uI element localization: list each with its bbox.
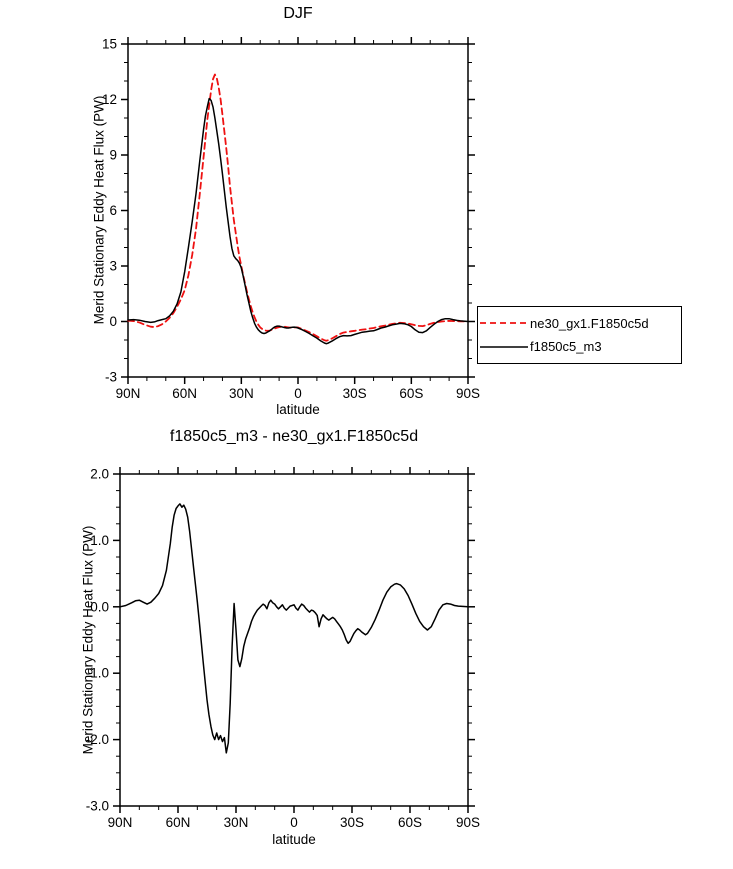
top-chart-y-axis-label: Merid Stationary Eddy Heat Flux (PW) <box>91 95 107 325</box>
series-line-f1850c5_m3---ne30_gx1.F1850c5d <box>119 503 469 754</box>
legend-entry-f1850: f1850c5_m3 <box>478 339 681 354</box>
y-tick-label: 3 <box>109 259 117 274</box>
y-tick-label: 9 <box>109 148 117 163</box>
y-tick-label: 6 <box>109 203 117 218</box>
chart-top: 90N 60N 30N 0 30S 60S 90S -3 0 3 6 9 12 15 <box>102 37 480 402</box>
y-tick-label: -3 <box>105 370 117 385</box>
x-tick-label: 60N <box>166 815 191 830</box>
x-tick-label: 30S <box>343 386 367 401</box>
x-tick-label: 60S <box>399 386 423 401</box>
bottom-chart-title: f1850c5_m3 - ne30_gx1.F1850c5d <box>169 428 419 445</box>
solid-line-sample-icon <box>480 346 528 348</box>
series-line-ne30_gx1.F1850c5d <box>127 73 469 342</box>
y-tick-label: -2.0 <box>86 732 109 747</box>
x-tick-label: 30N <box>224 815 249 830</box>
x-tick-label: 30S <box>340 815 364 830</box>
top-chart-title: DJF <box>283 5 313 22</box>
top-chart-x-axis-label: latitude <box>276 402 320 417</box>
chart-bottom: 90N 60N 30N 0 30S 60S 90S -3.0 -2.0 -1.0 0.0 1.0 2.0 <box>86 467 480 831</box>
x-tick-label: 30N <box>229 386 254 401</box>
y-tick-label: 12 <box>102 92 117 107</box>
legend-label-f1850: f1850c5_m3 <box>530 339 602 355</box>
y-tick-label: 1.0 <box>90 533 109 548</box>
y-tick-label: 0 <box>109 314 117 329</box>
y-tick-label: -3.0 <box>86 799 109 814</box>
legend: ne30_gx1.F1850c5d f1850c5_m3 <box>477 306 682 364</box>
x-tick-label: 60N <box>172 386 197 401</box>
dashed-line-sample-icon <box>480 322 528 325</box>
x-tick-label: 90S <box>456 815 480 830</box>
bottom-chart-y-axis-label: Merid Stationary Eddy Heat Flux (PW) <box>80 525 96 755</box>
x-tick-label: 60S <box>398 815 422 830</box>
bottom-chart-x-axis-label: latitude <box>272 832 316 847</box>
x-tick-label: 90N <box>116 386 141 401</box>
y-tick-label: -1.0 <box>86 666 109 681</box>
legend-entry-ne30: ne30_gx1.F1850c5d <box>478 316 681 331</box>
x-tick-label: 0 <box>294 386 302 401</box>
legend-label-ne30: ne30_gx1.F1850c5d <box>530 315 649 331</box>
y-tick-label: 0.0 <box>90 599 109 614</box>
series-line-f1850c5_m3 <box>127 97 469 345</box>
y-tick-label: 2.0 <box>90 467 109 482</box>
x-tick-label: 90N <box>108 815 133 830</box>
x-tick-label: 90S <box>456 386 480 401</box>
x-tick-label: 0 <box>290 815 298 830</box>
y-tick-label: 15 <box>102 37 117 52</box>
